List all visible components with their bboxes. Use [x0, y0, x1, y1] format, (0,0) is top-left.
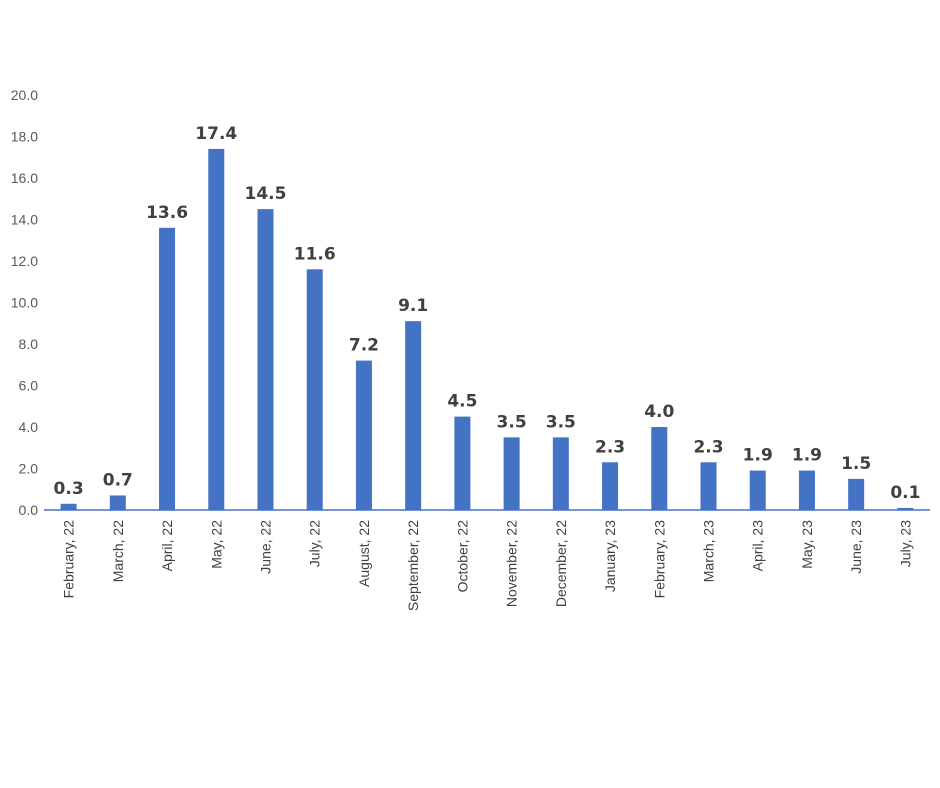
bar: [454, 416, 471, 510]
bar: [503, 437, 520, 510]
data-label: 9.1: [398, 296, 428, 316]
y-tick-label: 14.0: [11, 212, 38, 228]
y-tick-label: 16.0: [11, 170, 38, 186]
bar: [602, 462, 619, 510]
category-label: June, 23: [848, 520, 864, 574]
data-label: 3.5: [497, 412, 527, 432]
data-label: 7.2: [349, 336, 379, 356]
category-label: May, 22: [208, 520, 224, 569]
data-label: 3.5: [546, 412, 576, 432]
category-label: June, 22: [258, 520, 274, 574]
category-label: February, 22: [61, 520, 77, 599]
data-label: 17.4: [195, 124, 237, 144]
y-tick-label: 0.0: [19, 502, 39, 518]
category-label: July, 22: [307, 520, 323, 567]
data-label: 13.6: [146, 203, 188, 223]
data-label: 14.5: [245, 184, 287, 204]
category-label: May, 23: [799, 520, 815, 569]
data-label: 1.9: [743, 446, 773, 466]
category-label: November, 22: [504, 520, 520, 607]
y-tick-label: 2.0: [19, 461, 39, 477]
bar: [848, 478, 865, 510]
data-label: 11.6: [294, 244, 336, 264]
category-label: March, 23: [701, 520, 717, 582]
data-label: 2.3: [693, 437, 723, 457]
bar: [109, 495, 126, 510]
bar: [257, 209, 274, 510]
category-label: April, 22: [159, 520, 175, 572]
category-label: February, 23: [651, 520, 667, 599]
bar: [60, 503, 77, 510]
category-label: December, 22: [553, 520, 569, 607]
data-label: 1.5: [841, 454, 871, 474]
bars: [60, 148, 914, 511]
category-label: January, 23: [602, 520, 618, 592]
y-tick-label: 12.0: [11, 253, 38, 269]
category-label: August, 22: [356, 520, 372, 587]
bar: [749, 470, 766, 510]
y-tick-label: 4.0: [19, 419, 39, 435]
bar: [552, 437, 569, 510]
bar: [355, 360, 372, 510]
y-tick-label: 6.0: [19, 378, 39, 394]
data-label: 1.9: [792, 446, 822, 466]
category-label: July, 23: [897, 520, 913, 567]
data-label: 4.0: [644, 402, 674, 422]
y-tick-label: 20.0: [11, 87, 38, 103]
y-axis-ticks: 0.0 2.0 4.0 6.0 8.0 10.0 12.0 14.0 16.0 18.0 20.0: [11, 87, 38, 518]
data-label: 2.3: [595, 437, 625, 457]
data-label: 0.7: [103, 470, 133, 490]
x-axis-category-labels: February, 22 March, 22 April, 22 May, 22 Jun…: [61, 520, 914, 611]
y-tick-label: 8.0: [19, 336, 39, 352]
y-tick-label: 18.0: [11, 129, 38, 145]
y-tick-label: 10.0: [11, 295, 38, 311]
bar: [306, 269, 323, 510]
bar: [897, 507, 914, 510]
bar: [208, 148, 225, 510]
bar: [159, 227, 176, 511]
data-label: 0.1: [890, 483, 920, 503]
bar: [700, 462, 717, 510]
bar: [798, 470, 815, 510]
bar: [651, 427, 668, 510]
data-label: 4.5: [447, 392, 477, 412]
category-label: October, 22: [454, 520, 470, 593]
category-label: April, 23: [750, 520, 766, 572]
data-labels: 0.3 0.7 13.6 17.4 14.5 11.6 7.2 9.1 4.5 3.5 3.5 2.3…: [54, 124, 921, 503]
data-label: 0.3: [54, 479, 84, 499]
category-label: March, 22: [110, 520, 126, 582]
bar: [405, 321, 422, 510]
category-label: September, 22: [405, 520, 421, 611]
